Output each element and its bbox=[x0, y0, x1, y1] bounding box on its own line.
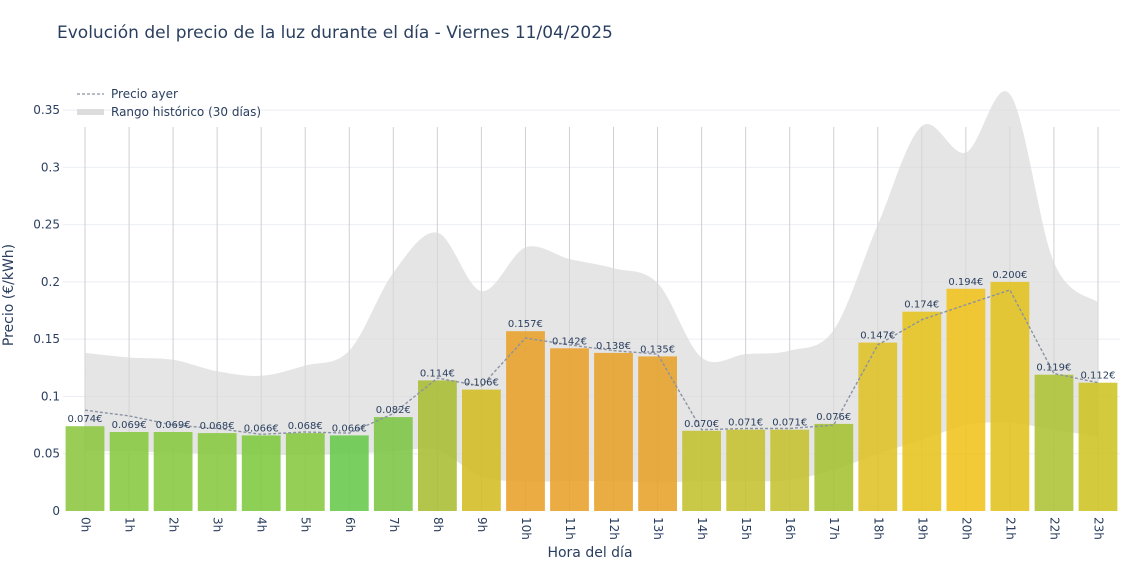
bar-23h bbox=[1078, 382, 1118, 511]
y-tick-label-2: 0.1 bbox=[41, 390, 60, 404]
bar-11h bbox=[550, 348, 589, 511]
bar-label-8h: 0.114€ bbox=[420, 368, 455, 379]
bar-label-20h: 0.194€ bbox=[948, 277, 983, 288]
y-axis-title: Precio (€/kWh) bbox=[1, 244, 17, 346]
bar-label-2h: 0.069€ bbox=[156, 420, 191, 431]
bar-19h bbox=[902, 311, 942, 511]
bar-label-15h: 0.071€ bbox=[728, 418, 763, 429]
x-tick-label-22h: 22h bbox=[1047, 517, 1061, 540]
bar-0h bbox=[65, 426, 105, 511]
bar-label-12h: 0.138€ bbox=[596, 341, 631, 352]
y-tick-label-7: 0.35 bbox=[33, 103, 60, 117]
y-tick-label-6: 0.3 bbox=[41, 160, 60, 174]
bar-20h bbox=[946, 288, 986, 511]
x-tick-label-20h: 20h bbox=[959, 517, 973, 540]
legend-yesterday-label: Precio ayer bbox=[111, 87, 178, 101]
x-tick-label-5h: 5h bbox=[299, 517, 313, 532]
bar-16h bbox=[770, 429, 810, 511]
bar-label-3h: 0.068€ bbox=[200, 421, 235, 432]
bar-18h bbox=[858, 342, 898, 511]
bar-1h bbox=[109, 432, 149, 511]
x-tick-label-1h: 1h bbox=[123, 517, 137, 532]
bar-label-17h: 0.076€ bbox=[816, 412, 851, 423]
bar-10h bbox=[506, 331, 545, 511]
x-tick-label-19h: 19h bbox=[915, 517, 929, 540]
bar-12h bbox=[594, 352, 633, 511]
x-tick-label-6h: 6h bbox=[343, 517, 357, 532]
bar-6h bbox=[329, 435, 369, 511]
x-tick-label-0h: 0h bbox=[79, 517, 93, 532]
historic-range-area bbox=[85, 91, 1098, 483]
y-axis: 0 0.05 0.1 0.15 0.2 0.25 0.3 0.35 bbox=[33, 103, 60, 518]
bar-labels: 0.074€ 0.069€ 0.069€ 0.068€ 0.066€ 0.068€ 0.06… bbox=[68, 270, 1116, 435]
y-tick-label-3: 0.15 bbox=[33, 332, 60, 346]
bar-14h bbox=[682, 430, 721, 511]
bar-label-14h: 0.070€ bbox=[684, 419, 719, 430]
bar-label-9h: 0.106€ bbox=[464, 378, 499, 389]
bar-label-16h: 0.071€ bbox=[772, 418, 807, 429]
bar-8h bbox=[418, 380, 457, 511]
legend-area-swatch bbox=[77, 109, 104, 115]
x-axis-title: Hora del día bbox=[547, 545, 632, 561]
x-tick-label-15h: 15h bbox=[739, 517, 753, 540]
bar-21h bbox=[990, 281, 1030, 511]
bar-17h bbox=[814, 423, 854, 511]
x-tick-label-23h: 23h bbox=[1092, 517, 1106, 540]
bar-label-21h: 0.200€ bbox=[992, 270, 1027, 281]
y-tick-label-5: 0.25 bbox=[33, 218, 60, 232]
x-axis: 0h 1h 2h 3h 4h 5h 6h 7h 8h 9h 10h 11h 12h 13h 14h 15h 16… bbox=[79, 517, 1106, 540]
bar-label-11h: 0.142€ bbox=[552, 336, 587, 347]
x-tick-label-21h: 21h bbox=[1003, 517, 1017, 540]
bar-label-1h: 0.069€ bbox=[112, 420, 147, 431]
bar-label-18h: 0.147€ bbox=[860, 331, 895, 342]
bar-label-22h: 0.119€ bbox=[1036, 363, 1071, 374]
bar-label-7h: 0.082€ bbox=[376, 405, 411, 416]
historic-range-band bbox=[85, 91, 1098, 483]
x-tick-label-3h: 3h bbox=[211, 517, 225, 532]
x-tick-label-4h: 4h bbox=[255, 517, 269, 532]
x-tick-label-11h: 11h bbox=[563, 517, 577, 540]
bar-label-10h: 0.157€ bbox=[508, 319, 543, 330]
bar-5h bbox=[285, 433, 325, 511]
bar-label-19h: 0.174€ bbox=[904, 300, 939, 311]
bar-13h bbox=[638, 356, 677, 511]
legend-range-label: Rango histórico (30 días) bbox=[111, 105, 261, 119]
bars bbox=[65, 281, 1118, 511]
bar-label-23h: 0.112€ bbox=[1081, 371, 1116, 382]
legend: Precio ayer Rango histórico (30 días) bbox=[77, 87, 261, 119]
bar-2h bbox=[153, 432, 193, 511]
y-tick-label-0: 0 bbox=[52, 504, 60, 518]
x-tick-label-18h: 18h bbox=[871, 517, 885, 540]
bar-label-4h: 0.066€ bbox=[244, 423, 279, 434]
x-tick-label-14h: 14h bbox=[695, 517, 709, 540]
x-tick-label-17h: 17h bbox=[827, 517, 841, 540]
x-tick-label-2h: 2h bbox=[167, 517, 181, 532]
x-tick-label-8h: 8h bbox=[431, 517, 445, 532]
bar-4h bbox=[241, 435, 281, 511]
x-tick-label-7h: 7h bbox=[387, 517, 401, 532]
bar-3h bbox=[197, 433, 237, 511]
x-tick-label-13h: 13h bbox=[651, 517, 665, 540]
x-tick-label-12h: 12h bbox=[607, 517, 621, 540]
bar-7h bbox=[373, 417, 413, 511]
yesterday-line bbox=[84, 289, 1099, 436]
bar-label-0h: 0.074€ bbox=[68, 414, 103, 425]
y-tick-label-1: 0.05 bbox=[33, 447, 60, 461]
bar-15h bbox=[726, 429, 766, 511]
bar-22h bbox=[1034, 374, 1074, 511]
bar-label-5h: 0.068€ bbox=[288, 421, 323, 432]
chart-title: Evolución del precio de la luz durante e… bbox=[57, 23, 613, 43]
bar-label-13h: 0.135€ bbox=[640, 344, 675, 355]
x-tick-label-10h: 10h bbox=[519, 517, 533, 540]
x-tick-label-16h: 16h bbox=[783, 517, 797, 540]
y-tick-label-4: 0.2 bbox=[41, 275, 60, 289]
x-tick-label-9h: 9h bbox=[475, 517, 489, 532]
bar-9h bbox=[462, 389, 501, 511]
yesterday-price-line bbox=[84, 289, 1099, 436]
bar-label-6h: 0.066€ bbox=[332, 423, 367, 434]
